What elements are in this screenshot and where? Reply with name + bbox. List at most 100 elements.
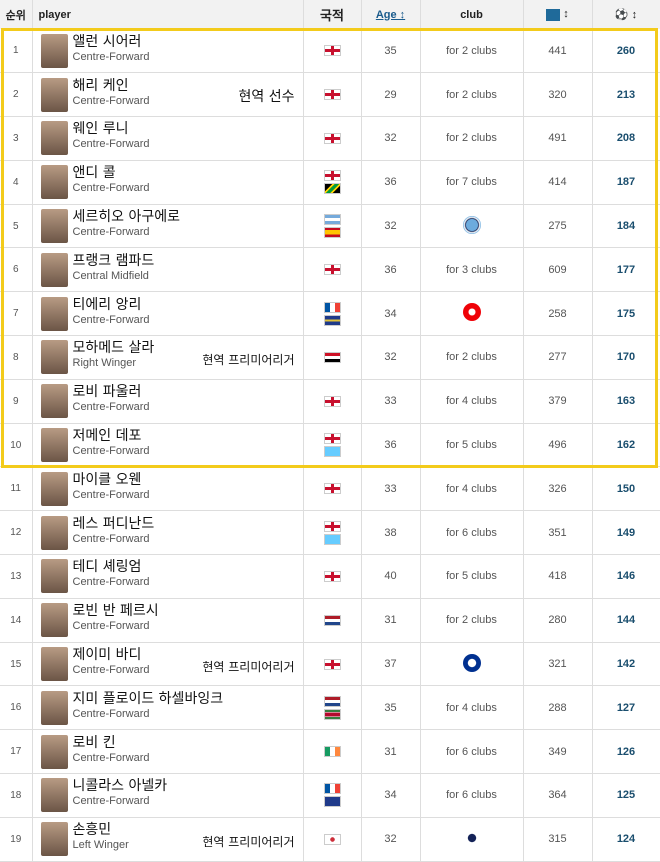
player-cell[interactable]: 마이클 오웬 Centre-Forward	[32, 466, 304, 512]
table-row[interactable]: 19 손흥민 Left Winger 현역 프리미어리거 32 315 124	[0, 817, 660, 862]
player-name[interactable]: 앨런 시어러	[72, 33, 142, 50]
table-row[interactable]: 9 로비 파울러 Centre-Forward 33 for 4 clubs 37…	[0, 379, 660, 424]
player-cell[interactable]: 로비 파울러 Centre-Forward	[32, 379, 304, 424]
table-row[interactable]: 2 해리 케인 Centre-Forward 현역 선수 29 for 2 club…	[0, 72, 660, 118]
table-row[interactable]: 6 프랭크 램파드 Central Midfield 36 for 3 clubs…	[0, 247, 660, 293]
club-text[interactable]: for 4 clubs	[446, 701, 497, 714]
table-row[interactable]: 13 테디 셰링엄 Centre-Forward 40 for 5 clubs 4…	[0, 554, 660, 599]
player-name[interactable]: 테디 셰링엄	[72, 559, 142, 576]
player-cell[interactable]: 앤디 콜 Centre-Forward	[32, 160, 304, 205]
avatar[interactable]	[40, 121, 68, 156]
player-name[interactable]: 해리 케인	[72, 77, 129, 94]
table-row[interactable]: 1 앨런 시어러 Centre-Forward 35 for 2 clubs 44…	[0, 29, 660, 74]
goals-header[interactable]: ⚽ ↕	[592, 0, 660, 29]
age-sort-link[interactable]: Age ↕	[375, 8, 406, 21]
player-name[interactable]: 레스 퍼디난드	[72, 515, 155, 532]
avatar[interactable]	[40, 734, 68, 769]
tottenham-logo-icon[interactable]	[462, 828, 481, 847]
table-row[interactable]: 7 티에리 앙리 Centre-Forward 34 258 175	[0, 291, 660, 337]
player-cell[interactable]: 해리 케인 Centre-Forward 현역 선수	[32, 72, 304, 118]
table-row[interactable]: 17 로비 킨 Centre-Forward 31 for 6 clubs 349…	[0, 729, 660, 775]
player-name[interactable]: 프랭크 램파드	[72, 252, 155, 269]
avatar[interactable]	[40, 647, 68, 682]
table-row[interactable]: 12 레스 퍼디난드 Centre-Forward 38 for 6 clubs …	[0, 510, 660, 556]
table-row[interactable]: 15 제이미 바디 Centre-Forward 현역 프리미어리거 37 321 …	[0, 642, 660, 687]
player-cell[interactable]: 손흥민 Left Winger 현역 프리미어리거	[32, 817, 304, 862]
player-name[interactable]: 세르히오 아구에로	[72, 209, 181, 226]
player-name[interactable]: 티에리 앙리	[72, 296, 142, 313]
player-cell[interactable]: 로빈 반 페르시 Centre-Forward	[32, 598, 304, 643]
avatar[interactable]	[40, 165, 68, 200]
avatar[interactable]	[40, 384, 68, 419]
player-name[interactable]: 로비 킨	[72, 734, 116, 751]
table-row[interactable]: 8 모하메드 살라 Right Winger 현역 프리미어리거 32 for 2 …	[0, 335, 660, 380]
player-cell[interactable]: 로비 킨 Centre-Forward	[32, 729, 304, 775]
club-text[interactable]: for 3 clubs	[446, 263, 497, 276]
table-row[interactable]: 3 웨인 루니 Centre-Forward 32 for 2 clubs 491…	[0, 116, 660, 161]
player-cell[interactable]: 제이미 바디 Centre-Forward 현역 프리미어리거	[32, 642, 304, 687]
table-row[interactable]: 10 저메인 데포 Centre-Forward 36 for 5 clubs 4…	[0, 423, 660, 468]
club-text[interactable]: for 2 clubs	[446, 88, 497, 101]
player-name[interactable]: 로빈 반 페르시	[72, 603, 159, 620]
arsenal-logo-icon[interactable]	[462, 303, 481, 322]
avatar[interactable]	[40, 471, 68, 506]
avatar[interactable]	[40, 690, 68, 725]
apps-header[interactable]: ↕	[523, 0, 593, 29]
club-text[interactable]: for 7 clubs	[446, 176, 497, 189]
apps-sort-icon[interactable]: ↕	[563, 8, 569, 21]
table-row[interactable]: 5 세르히오 아구에로 Centre-Forward 32 275 184	[0, 204, 660, 249]
leicester-logo-icon[interactable]	[462, 653, 481, 672]
goals-sort-icon[interactable]: ↕	[631, 9, 638, 21]
club-text[interactable]: for 2 clubs	[446, 132, 497, 145]
player-name[interactable]: 제이미 바디	[72, 647, 142, 664]
avatar[interactable]	[40, 296, 68, 331]
avatar[interactable]	[40, 77, 68, 112]
player-name[interactable]: 로비 파울러	[72, 384, 142, 401]
player-cell[interactable]: 지미 플로이드 하셀바잉크 Centre-Forward	[32, 685, 304, 731]
avatar[interactable]	[40, 33, 68, 68]
player-cell[interactable]: 테디 셰링엄 Centre-Forward	[32, 554, 304, 599]
mancity-logo-icon[interactable]	[462, 215, 481, 234]
club-text[interactable]: for 6 clubs	[446, 789, 497, 802]
club-text[interactable]: for 4 clubs	[446, 395, 497, 408]
player-cell[interactable]: 레스 퍼디난드 Centre-Forward	[32, 510, 304, 556]
table-row[interactable]: 14 로빈 반 페르시 Centre-Forward 31 for 2 clubs…	[0, 598, 660, 643]
player-name[interactable]: 지미 플로이드 하셀바잉크	[72, 690, 224, 707]
avatar[interactable]	[40, 340, 68, 375]
player-name[interactable]: 손흥민	[72, 822, 112, 839]
player-name[interactable]: 저메인 데포	[72, 428, 142, 445]
club-text[interactable]: for 5 clubs	[446, 439, 497, 452]
avatar[interactable]	[40, 778, 68, 813]
player-cell[interactable]: 티에리 앙리 Centre-Forward	[32, 291, 304, 337]
table-row[interactable]: 11 마이클 오웬 Centre-Forward 33 for 4 clubs 3…	[0, 466, 660, 512]
player-name[interactable]: 모하메드 살라	[72, 340, 155, 357]
player-cell[interactable]: 모하메드 살라 Right Winger 현역 프리미어리거	[32, 335, 304, 380]
player-cell[interactable]: 세르히오 아구에로 Centre-Forward	[32, 204, 304, 249]
player-cell[interactable]: 웨인 루니 Centre-Forward	[32, 116, 304, 161]
avatar[interactable]	[40, 515, 68, 550]
avatar[interactable]	[40, 428, 68, 463]
player-name[interactable]: 마이클 오웬	[72, 471, 142, 488]
avatar[interactable]	[40, 209, 68, 244]
club-text[interactable]: for 5 clubs	[446, 570, 497, 583]
table-row[interactable]: 18 니콜라스 아넬카 Centre-Forward 34 for 6 clubs…	[0, 773, 660, 818]
club-text[interactable]: for 2 clubs	[446, 614, 497, 627]
avatar[interactable]	[40, 252, 68, 287]
club-text[interactable]: for 2 clubs	[446, 44, 497, 57]
player-name[interactable]: 웨인 루니	[72, 121, 129, 138]
club-text[interactable]: for 4 clubs	[446, 482, 497, 495]
table-row[interactable]: 16 지미 플로이드 하셀바잉크 Centre-Forward 35 for 4 …	[0, 685, 660, 731]
player-cell[interactable]: 니콜라스 아넬카 Centre-Forward	[32, 773, 304, 818]
age-header[interactable]: Age ↕	[361, 0, 421, 29]
table-row[interactable]: 4 앤디 콜 Centre-Forward 36 for 7 clubs 414 …	[0, 160, 660, 205]
avatar[interactable]	[40, 603, 68, 638]
player-name[interactable]: 니콜라스 아넬카	[72, 778, 168, 795]
avatar[interactable]	[40, 559, 68, 594]
player-cell[interactable]: 앨런 시어러 Centre-Forward	[32, 29, 304, 74]
player-cell[interactable]: 프랭크 램파드 Central Midfield	[32, 247, 304, 293]
avatar[interactable]	[40, 822, 68, 857]
club-text[interactable]: for 2 clubs	[446, 351, 497, 364]
club-text[interactable]: for 6 clubs	[446, 745, 497, 758]
player-name[interactable]: 앤디 콜	[72, 165, 116, 182]
club-text[interactable]: for 6 clubs	[446, 526, 497, 539]
